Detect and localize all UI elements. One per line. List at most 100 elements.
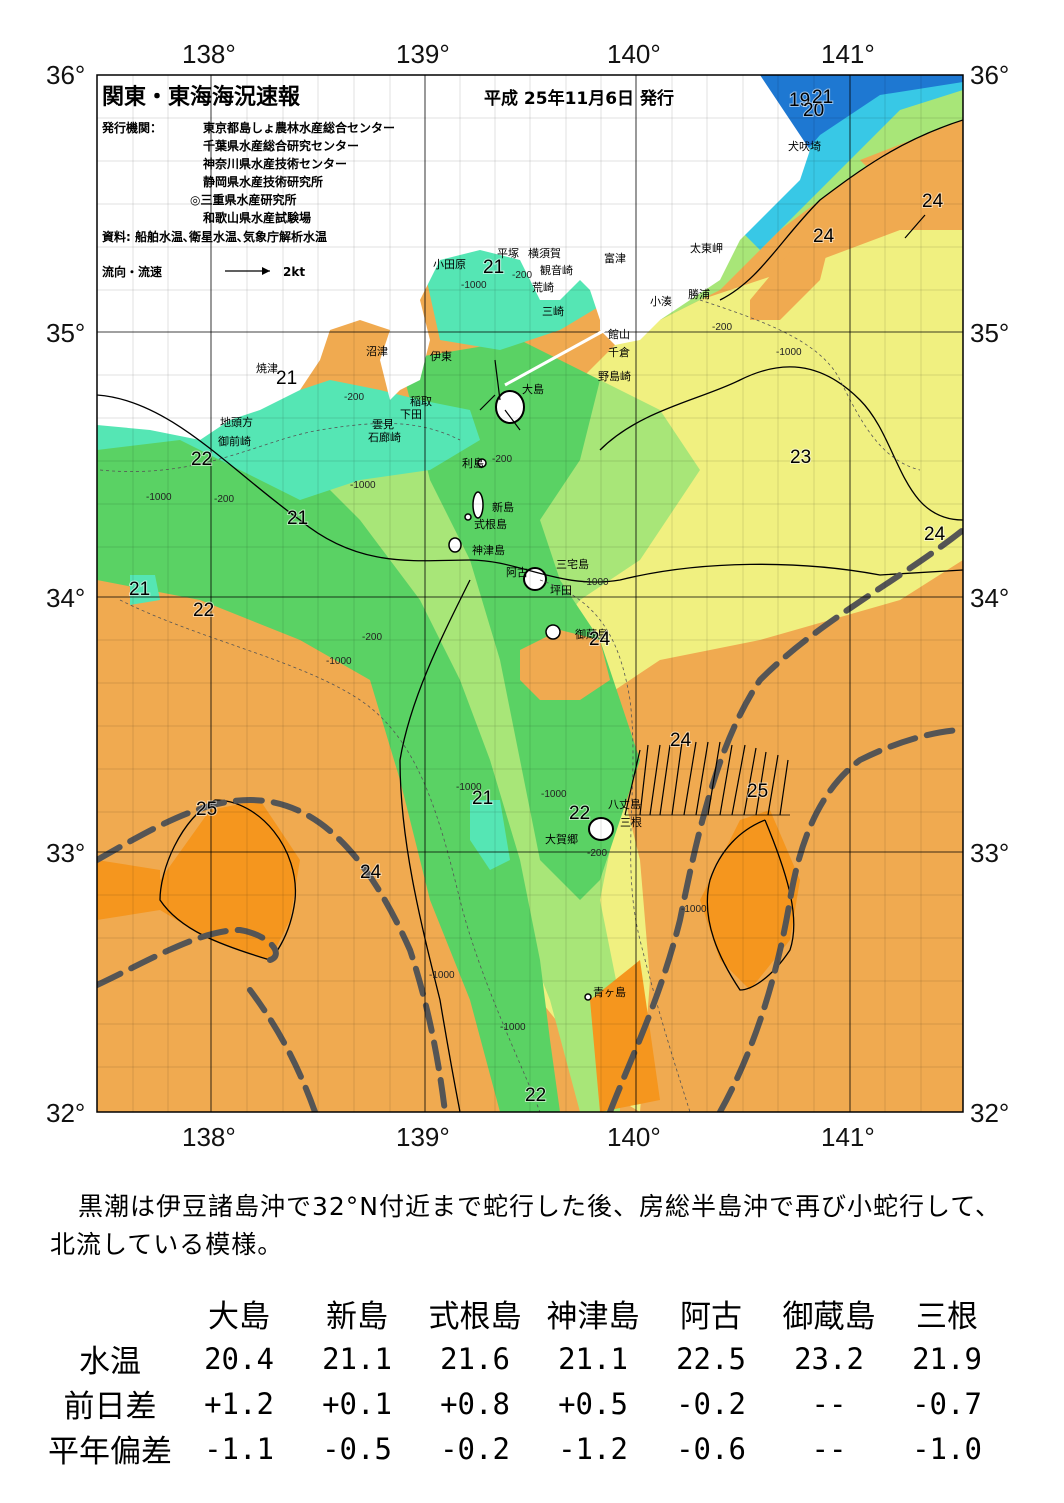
place-label: 荒崎 xyxy=(532,280,554,294)
flow-legend-arrowhead xyxy=(262,267,270,275)
isotherm-label: 21 xyxy=(812,87,833,108)
place-label: 大賀郷 xyxy=(545,832,578,846)
current-arrow xyxy=(479,394,496,411)
map-header: 関東・東海海況速報 平成 25年11月6日 発行 発行機関： 東京都島しょ農林水… xyxy=(101,84,674,279)
island-niijima xyxy=(472,491,484,519)
station-header: 三根 xyxy=(916,1298,978,1335)
issuers-label: 発行機関： xyxy=(101,120,162,135)
depth-label: -1000 xyxy=(583,577,609,588)
table-cell: -- xyxy=(811,1386,847,1421)
isotherm-line xyxy=(399,579,471,1112)
lon-label: 140° xyxy=(607,1122,661,1152)
lon-label: 138° xyxy=(182,39,236,69)
table-cell: -0.7 xyxy=(912,1386,982,1421)
place-label: 太東岬 xyxy=(690,242,723,255)
current-arrow xyxy=(904,214,926,239)
place-label: 阿古 xyxy=(506,566,528,579)
zone-25-south xyxy=(590,960,660,1112)
flow-legend-unit: 2kt xyxy=(283,265,305,279)
kuroshio-axis-south xyxy=(247,987,318,1112)
depth-label: -1000 xyxy=(500,1022,526,1033)
place-label: 式根島 xyxy=(474,517,507,531)
place-label: 下田 xyxy=(400,408,422,421)
lat-label: 33° xyxy=(970,838,1009,868)
table-cell: 21.6 xyxy=(440,1341,510,1376)
isotherm-label: 21 xyxy=(483,257,504,278)
depth-label: -200 xyxy=(492,454,512,465)
depth-label: -1000 xyxy=(541,789,567,800)
depth-label: -1000 xyxy=(146,492,172,503)
table-cell: +0.5 xyxy=(558,1386,628,1421)
current-arrow xyxy=(671,741,683,816)
lon-labels-top: 138° 139° 140° 141° xyxy=(182,39,875,69)
kuroshio-axis-east xyxy=(607,527,963,1112)
island-oshima xyxy=(495,390,525,424)
current-arrow xyxy=(494,359,501,401)
isotherm-label: 21 xyxy=(287,508,308,529)
isotherm-line xyxy=(719,119,963,301)
place-label: 千倉 xyxy=(608,345,630,359)
zone-25-edge xyxy=(97,860,160,920)
depth-label: -1000 xyxy=(681,904,707,915)
island-shikinejima xyxy=(464,513,472,521)
lat-label: 36° xyxy=(970,60,1009,90)
issue-date: 平成 25年11月6日 発行 xyxy=(484,88,674,109)
depth-contour xyxy=(119,599,541,1112)
place-label: 三崎 xyxy=(542,304,564,318)
lon-label: 139° xyxy=(396,1122,450,1152)
table-cell: 21.1 xyxy=(322,1341,392,1376)
isotherm-label: 25 xyxy=(747,781,768,802)
island-hachijojima xyxy=(588,817,614,841)
table-cell: 22.5 xyxy=(676,1341,746,1376)
depth-contour xyxy=(539,579,691,1112)
depth-label: -1000 xyxy=(456,782,482,793)
lon-label: 139° xyxy=(396,39,450,69)
depth-label: -1000 xyxy=(429,970,455,981)
current-arrow xyxy=(743,747,757,816)
place-label: 三根 xyxy=(620,815,642,829)
place-label: 富津 xyxy=(604,251,626,265)
kuroshio-axis-west xyxy=(97,796,448,1112)
place-label: 新島 xyxy=(492,500,514,514)
land-boso-tip xyxy=(600,290,660,345)
place-label: 坪田 xyxy=(550,584,572,597)
place-label: 伊東 xyxy=(430,350,452,363)
station-header: 御蔵島 xyxy=(782,1298,876,1335)
place-label: 地頭方 xyxy=(220,415,253,429)
place-label: 勝浦 xyxy=(688,287,710,301)
lat-label: 34° xyxy=(46,583,85,613)
isotherm-label: 20 xyxy=(803,100,824,121)
zone-24-boso xyxy=(750,240,830,320)
kuroshio-axis-far-east xyxy=(717,727,963,1112)
lon-label: 141° xyxy=(821,1122,875,1152)
table-header-row: 大島 新島 式根島 神津島 阿古 御蔵島 三根 xyxy=(40,1290,1006,1336)
depth-label: -200 xyxy=(214,494,234,505)
row-label: 水温 xyxy=(79,1344,141,1380)
table-row: 水温 20.4 21.1 21.6 21.1 22.5 23.2 21.9 xyxy=(40,1336,1006,1381)
place-label: 八丈島 xyxy=(608,797,641,811)
table-cell: 21.1 xyxy=(558,1341,628,1376)
depth-contour xyxy=(699,299,921,471)
observation-table: 大島 新島 式根島 神津島 阿古 御蔵島 三根 水温 20.4 21.1 21.… xyxy=(40,1290,1006,1471)
current-arrow xyxy=(649,744,661,816)
table-cell: +1.2 xyxy=(204,1386,274,1421)
station-header: 神津島 xyxy=(546,1298,640,1335)
lat-labels-left: 36° 35° 34° 33° 32° xyxy=(46,60,85,1128)
lon-label: 140° xyxy=(607,39,661,69)
minor-grid xyxy=(97,75,963,1112)
place-label: 神津島 xyxy=(472,543,505,557)
zone-24-mikura xyxy=(520,630,610,700)
lat-label: 34° xyxy=(970,583,1009,613)
data-sources: 資料: 船舶水温､衛星水温､気象庁解析水温 xyxy=(102,229,327,244)
place-label: 利島 xyxy=(462,456,484,470)
depth-label: -200 xyxy=(362,632,382,643)
current-arrow xyxy=(624,749,641,816)
isotherm-labels: 19 20 21 21 21 21 21 21 22 22 22 22 23 2… xyxy=(128,86,947,1107)
depth-label: -1000 xyxy=(776,347,802,358)
depth-label: -200 xyxy=(712,322,732,333)
isotherm-label: 24 xyxy=(670,730,692,751)
station-header: 新島 xyxy=(326,1298,388,1335)
table-cell: -0.2 xyxy=(676,1386,746,1421)
zone-21-south xyxy=(470,800,510,870)
current-arrow xyxy=(707,741,721,816)
